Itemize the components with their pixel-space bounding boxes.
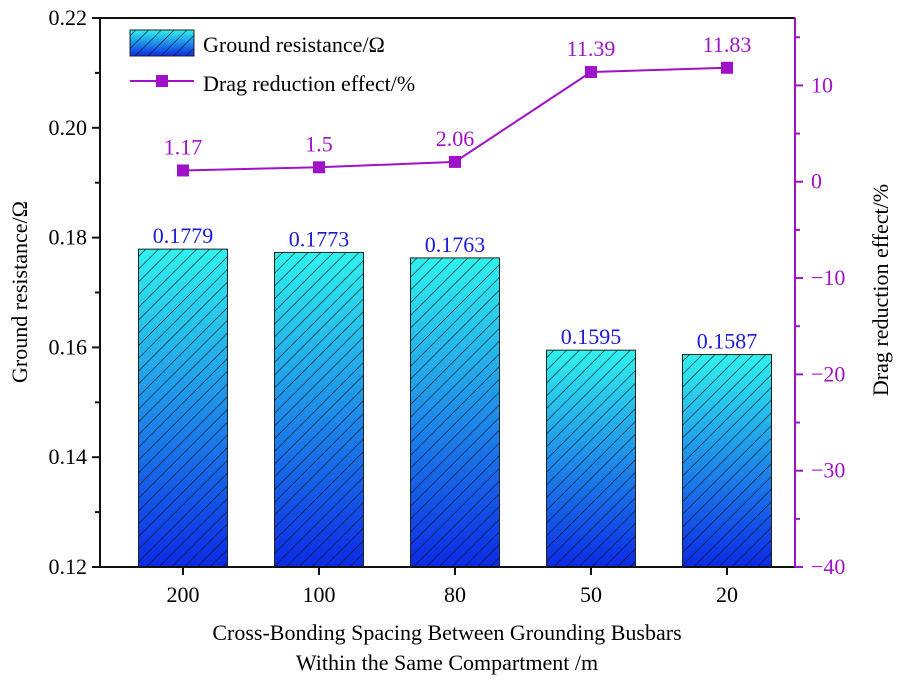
y-axis-left-title: Ground resistance/Ω <box>7 201 32 383</box>
bar-value-label: 0.1779 <box>153 223 214 248</box>
y-right-tick-label: 0 <box>811 169 822 194</box>
y-right-tick-label: −40 <box>811 554 845 579</box>
line-value-label: 11.83 <box>703 32 752 57</box>
x-tick-label: 200 <box>167 582 200 607</box>
y-left-tick-label: 0.14 <box>49 444 88 469</box>
x-tick-label: 20 <box>716 582 738 607</box>
x-tick-label: 50 <box>580 582 602 607</box>
y-right-tick-label: −30 <box>811 458 845 483</box>
bar-value-label: 0.1773 <box>289 226 350 251</box>
y-left-tick-label: 0.18 <box>49 225 88 250</box>
y-right-tick-label: −20 <box>811 361 845 386</box>
y-left-tick-label: 0.12 <box>49 554 88 579</box>
y-right-tick-label: 10 <box>811 72 833 97</box>
line-value-label: 11.39 <box>567 36 616 61</box>
bar-value-label: 0.1763 <box>425 232 486 257</box>
line-value-label: 1.5 <box>305 131 333 156</box>
line-marker <box>449 155 461 168</box>
line-value-label: 1.17 <box>164 134 203 159</box>
y-left-tick-label: 0.22 <box>49 5 88 30</box>
legend: Ground resistance/Ω Drag reduction effec… <box>129 29 415 96</box>
line-marker <box>585 66 597 79</box>
y-axis-right-title: Drag reduction effect/% <box>868 184 893 396</box>
line-value-label: 2.06 <box>436 126 475 151</box>
legend-bar-label: Ground resistance/Ω <box>203 32 385 57</box>
y-right-tick-label: −10 <box>811 265 845 290</box>
x-axis-title-line2: Within the Same Compartment /m <box>296 650 598 675</box>
x-tick-label: 100 <box>303 582 336 607</box>
line-marker <box>721 61 733 74</box>
y-left-tick-label: 0.16 <box>49 334 88 359</box>
bar-value-label: 0.1587 <box>697 329 758 354</box>
legend-line-marker <box>156 75 168 87</box>
x-tick-label: 80 <box>444 582 466 607</box>
line-marker <box>177 164 189 177</box>
y-left-tick-label: 0.20 <box>49 115 88 140</box>
line-marker <box>313 161 325 174</box>
legend-line-label: Drag reduction effect/% <box>203 71 415 96</box>
x-axis-title-line1: Cross-Bonding Spacing Between Grounding … <box>212 620 681 645</box>
bar-value-label: 0.1595 <box>561 324 622 349</box>
